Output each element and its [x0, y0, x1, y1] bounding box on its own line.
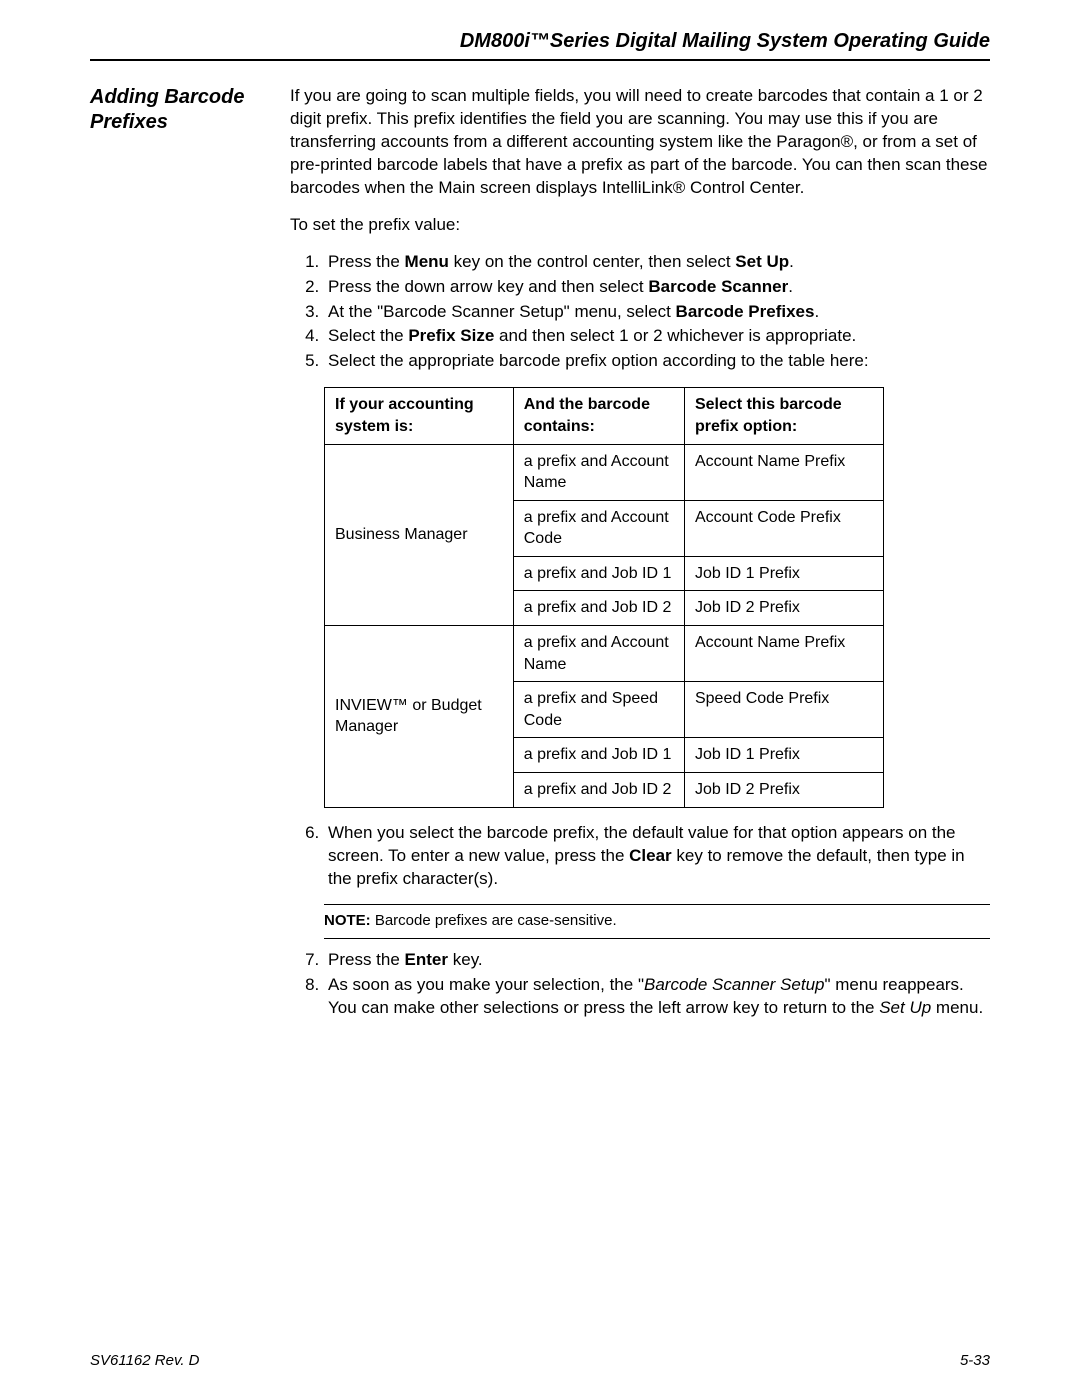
step-1: Press the Menu key on the control center…: [324, 251, 990, 274]
running-header: DM800i™Series Digital Mailing System Ope…: [90, 30, 990, 61]
bold-text: Barcode Prefixes: [676, 302, 815, 321]
italic-text: Set Up: [879, 998, 931, 1017]
note-label: NOTE:: [324, 912, 371, 929]
table-row: Business Manager a prefix and Account Na…: [325, 444, 884, 500]
bold-text: Menu: [405, 252, 449, 271]
step-8: As soon as you make your selection, the …: [324, 974, 990, 1020]
step-5: Select the appropriate barcode prefix op…: [324, 350, 990, 373]
section-heading: Adding Barcode Prefixes: [90, 85, 290, 135]
cell-option: Account Name Prefix: [684, 626, 883, 682]
steps-list-b: When you select the barcode prefix, the …: [290, 822, 990, 891]
cell-contains: a prefix and Job ID 1: [513, 556, 684, 591]
step-3: At the "Barcode Scanner Setup" menu, sel…: [324, 301, 990, 324]
prefix-table: If your accounting system is: And the ba…: [324, 387, 884, 807]
table-header-row: If your accounting system is: And the ba…: [325, 388, 884, 444]
body-columns: Adding Barcode Prefixes If you are going…: [90, 85, 990, 1034]
cell-option: Job ID 1 Prefix: [684, 738, 883, 773]
cell-option: Job ID 1 Prefix: [684, 556, 883, 591]
text: Press the: [328, 950, 405, 969]
bold-text: Prefix Size: [408, 326, 494, 345]
main-column: If you are going to scan multiple fields…: [290, 85, 990, 1034]
col-header-contains: And the barcode contains:: [513, 388, 684, 444]
page: DM800i™Series Digital Mailing System Ope…: [0, 0, 1080, 1397]
col-header-option: Select this barcode prefix option:: [684, 388, 883, 444]
text: Select the: [328, 326, 408, 345]
text: and then select 1 or 2 whichever is appr…: [494, 326, 856, 345]
step-6: When you select the barcode prefix, the …: [324, 822, 990, 891]
cell-contains: a prefix and Job ID 2: [513, 773, 684, 808]
step-7: Press the Enter key.: [324, 949, 990, 972]
text: .: [814, 302, 819, 321]
text: .: [789, 252, 794, 271]
cell-option: Job ID 2 Prefix: [684, 773, 883, 808]
footer-left: SV61162 Rev. D: [90, 1352, 200, 1369]
text: Press the: [328, 252, 405, 271]
cell-contains: a prefix and Job ID 2: [513, 591, 684, 626]
bold-text: Set Up: [735, 252, 789, 271]
cell-contains: a prefix and Job ID 1: [513, 738, 684, 773]
cell-option: Job ID 2 Prefix: [684, 591, 883, 626]
steps-list-c: Press the Enter key. As soon as you make…: [290, 949, 990, 1020]
intro-paragraph: If you are going to scan multiple fields…: [290, 85, 990, 200]
cell-option: Account Name Prefix: [684, 444, 883, 500]
cell-system: Business Manager: [325, 444, 514, 626]
footer-right: 5-33: [960, 1352, 990, 1369]
text: menu.: [931, 998, 983, 1017]
note-block: NOTE: Barcode prefixes are case-sensitiv…: [324, 904, 990, 938]
italic-text: Barcode Scanner Setup: [644, 975, 825, 994]
bold-text: Clear: [629, 846, 672, 865]
col-header-system: If your accounting system is:: [325, 388, 514, 444]
text: key.: [448, 950, 483, 969]
cell-option: Account Code Prefix: [684, 500, 883, 556]
lead-line: To set the prefix value:: [290, 214, 990, 237]
text: .: [788, 277, 793, 296]
note-text: Barcode prefixes are case-sensitive.: [371, 912, 617, 929]
page-footer: SV61162 Rev. D 5-33: [90, 1352, 990, 1369]
cell-contains: a prefix and Speed Code: [513, 682, 684, 738]
text: Select the appropriate barcode prefix op…: [328, 351, 869, 370]
text: At the "Barcode Scanner Setup" menu, sel…: [328, 302, 676, 321]
text: key on the control center, then select: [449, 252, 735, 271]
text: Press the down arrow key and then select: [328, 277, 648, 296]
bold-text: Barcode Scanner: [648, 277, 788, 296]
table-row: INVIEW™ or Budget Manager a prefix and A…: [325, 626, 884, 682]
cell-system: INVIEW™ or Budget Manager: [325, 626, 514, 808]
bold-text: Enter: [405, 950, 448, 969]
text: As soon as you make your selection, the …: [328, 975, 644, 994]
step-4: Select the Prefix Size and then select 1…: [324, 325, 990, 348]
steps-list-a: Press the Menu key on the control center…: [290, 251, 990, 374]
cell-option: Speed Code Prefix: [684, 682, 883, 738]
step-2: Press the down arrow key and then select…: [324, 276, 990, 299]
cell-contains: a prefix and Account Name: [513, 626, 684, 682]
cell-contains: a prefix and Account Name: [513, 444, 684, 500]
cell-contains: a prefix and Account Code: [513, 500, 684, 556]
